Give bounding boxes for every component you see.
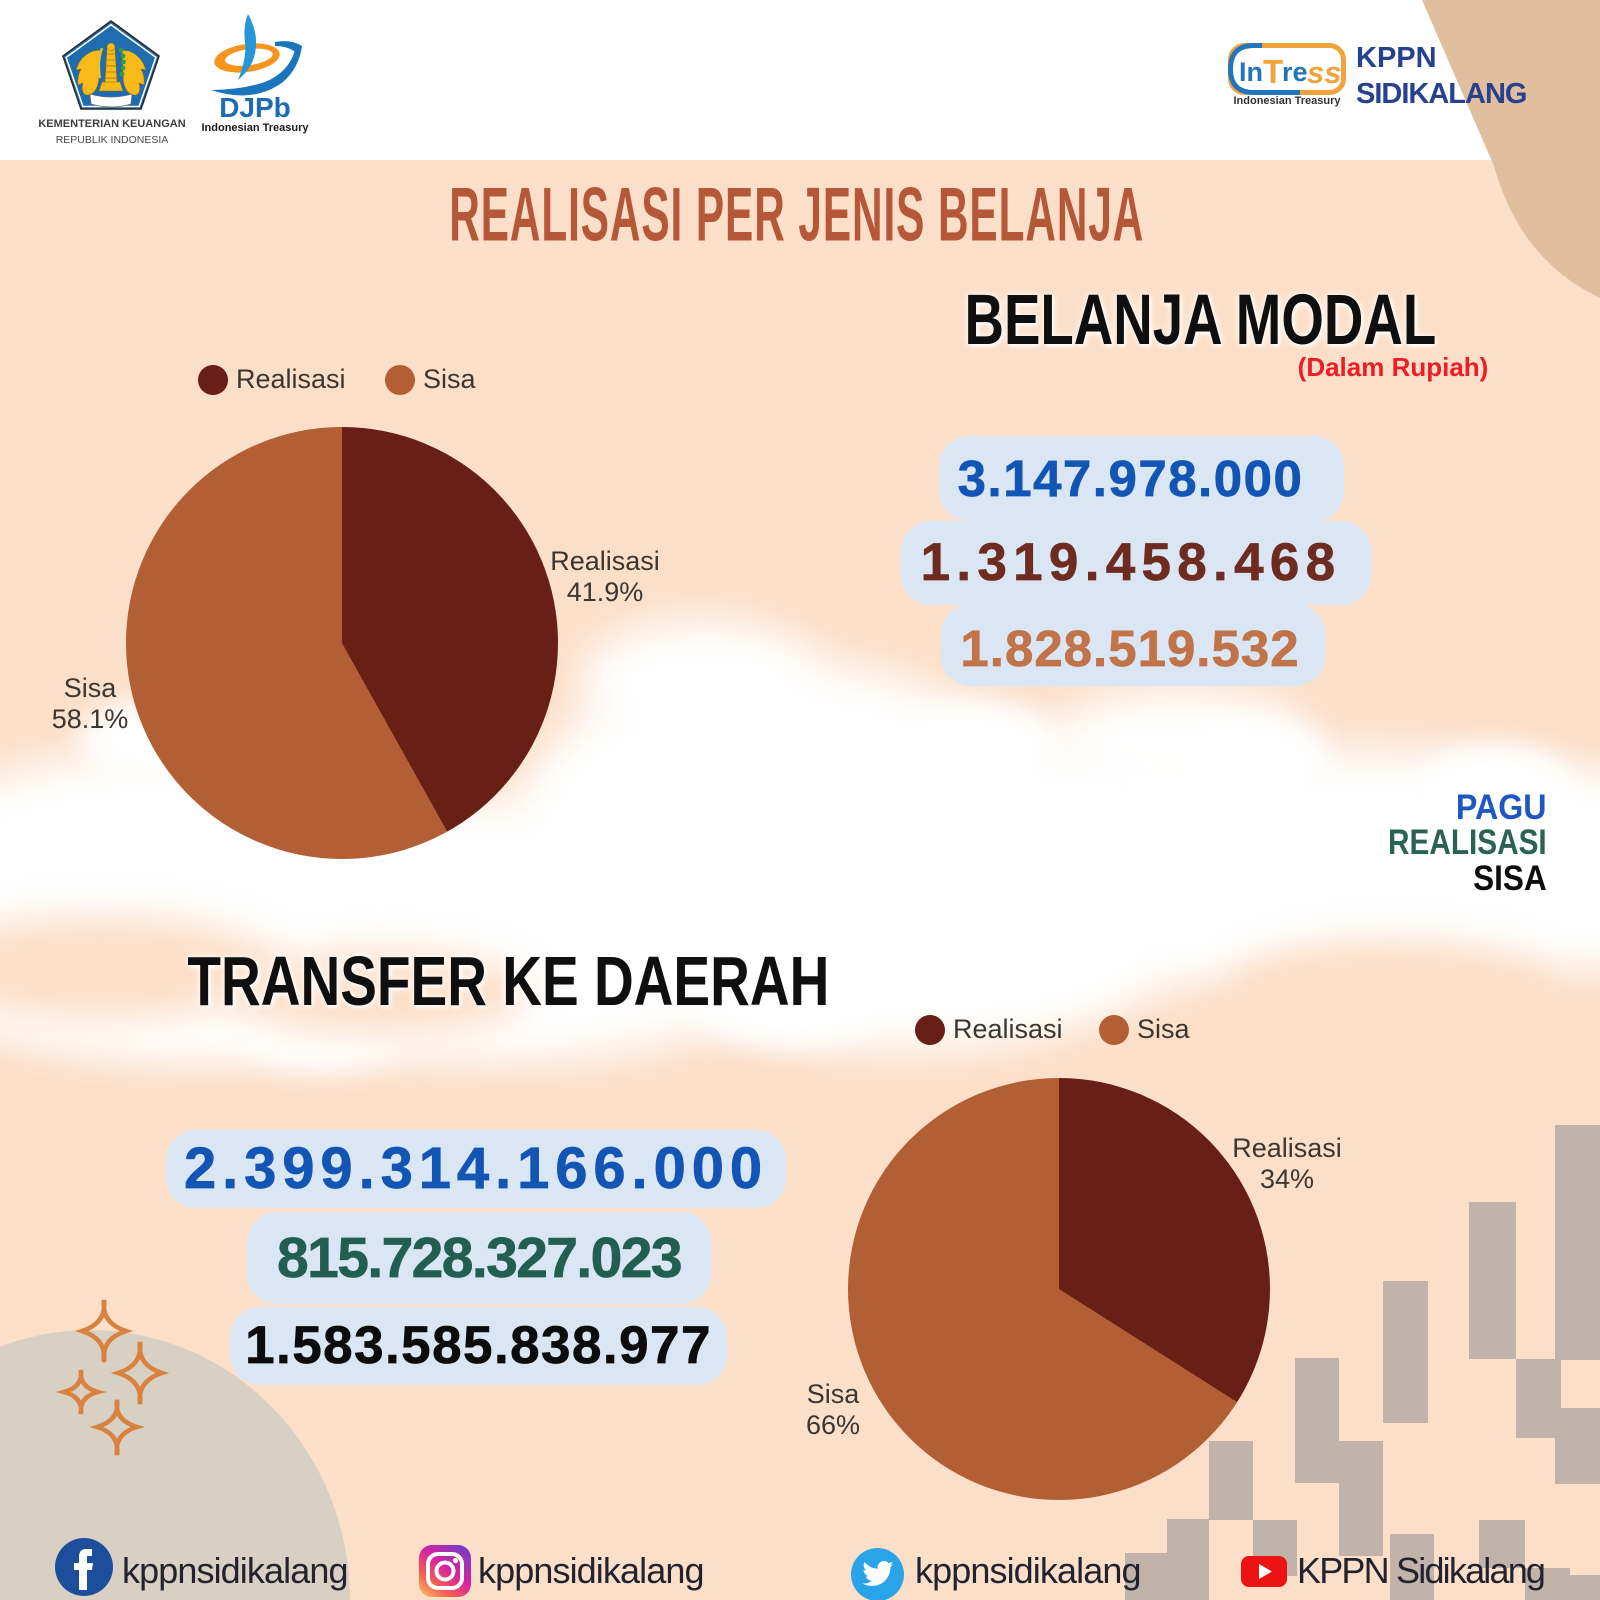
svg-text:T: T bbox=[1263, 53, 1283, 90]
svg-text:re: re bbox=[1282, 57, 1308, 87]
svg-text:In: In bbox=[1239, 57, 1263, 87]
svg-text:ss: ss bbox=[1307, 55, 1341, 90]
